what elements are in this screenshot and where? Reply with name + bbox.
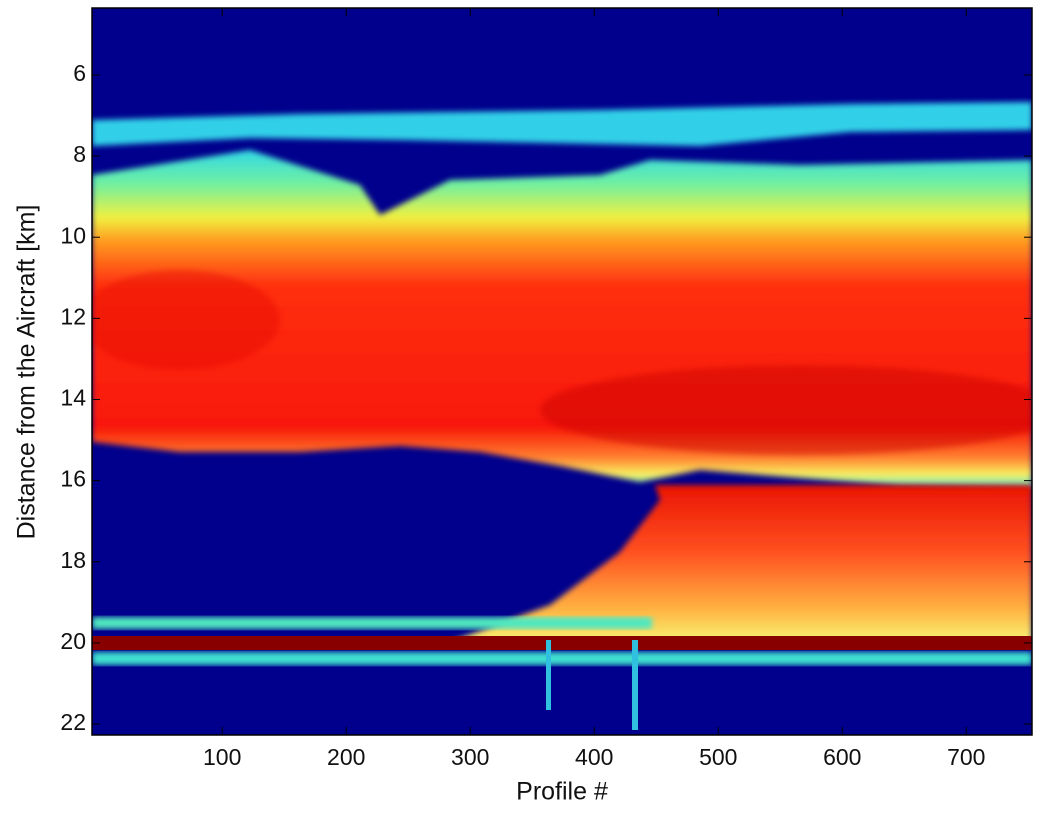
plot-frame [91, 7, 1033, 736]
y-tick-label: 16 [60, 466, 86, 492]
y-tick-label: 14 [60, 385, 86, 411]
y-tick-label: 22 [60, 709, 86, 735]
lower-plume [450, 485, 1032, 642]
x-tick-label: 100 [203, 744, 241, 770]
y-tick-label: 6 [73, 60, 86, 86]
upper-layer [92, 102, 1032, 146]
x-tick-label: 200 [327, 744, 365, 770]
x-tick-label: 700 [947, 744, 985, 770]
surface-band [92, 617, 652, 629]
spike [632, 640, 638, 730]
x-tick-label: 600 [823, 744, 861, 770]
cloud-core [540, 365, 1032, 455]
y-tick-label: 20 [60, 628, 86, 654]
y-axis-label: Distance from the Aircraft [km] [13, 205, 41, 540]
heatmap-image [92, 8, 1032, 735]
surface-return [92, 636, 1032, 650]
cloud-core [92, 270, 280, 370]
x-axis-label: Profile # [516, 778, 608, 806]
x-tick-label: 300 [451, 744, 489, 770]
y-tick-label: 12 [60, 303, 86, 329]
y-tick-label: 10 [60, 222, 86, 248]
x-tick-label: 500 [699, 744, 737, 770]
spike [546, 640, 551, 710]
y-tick-label: 18 [60, 547, 86, 573]
surface-band [92, 652, 1032, 665]
y-tick-label: 8 [73, 141, 86, 167]
x-tick-label: 400 [575, 744, 613, 770]
